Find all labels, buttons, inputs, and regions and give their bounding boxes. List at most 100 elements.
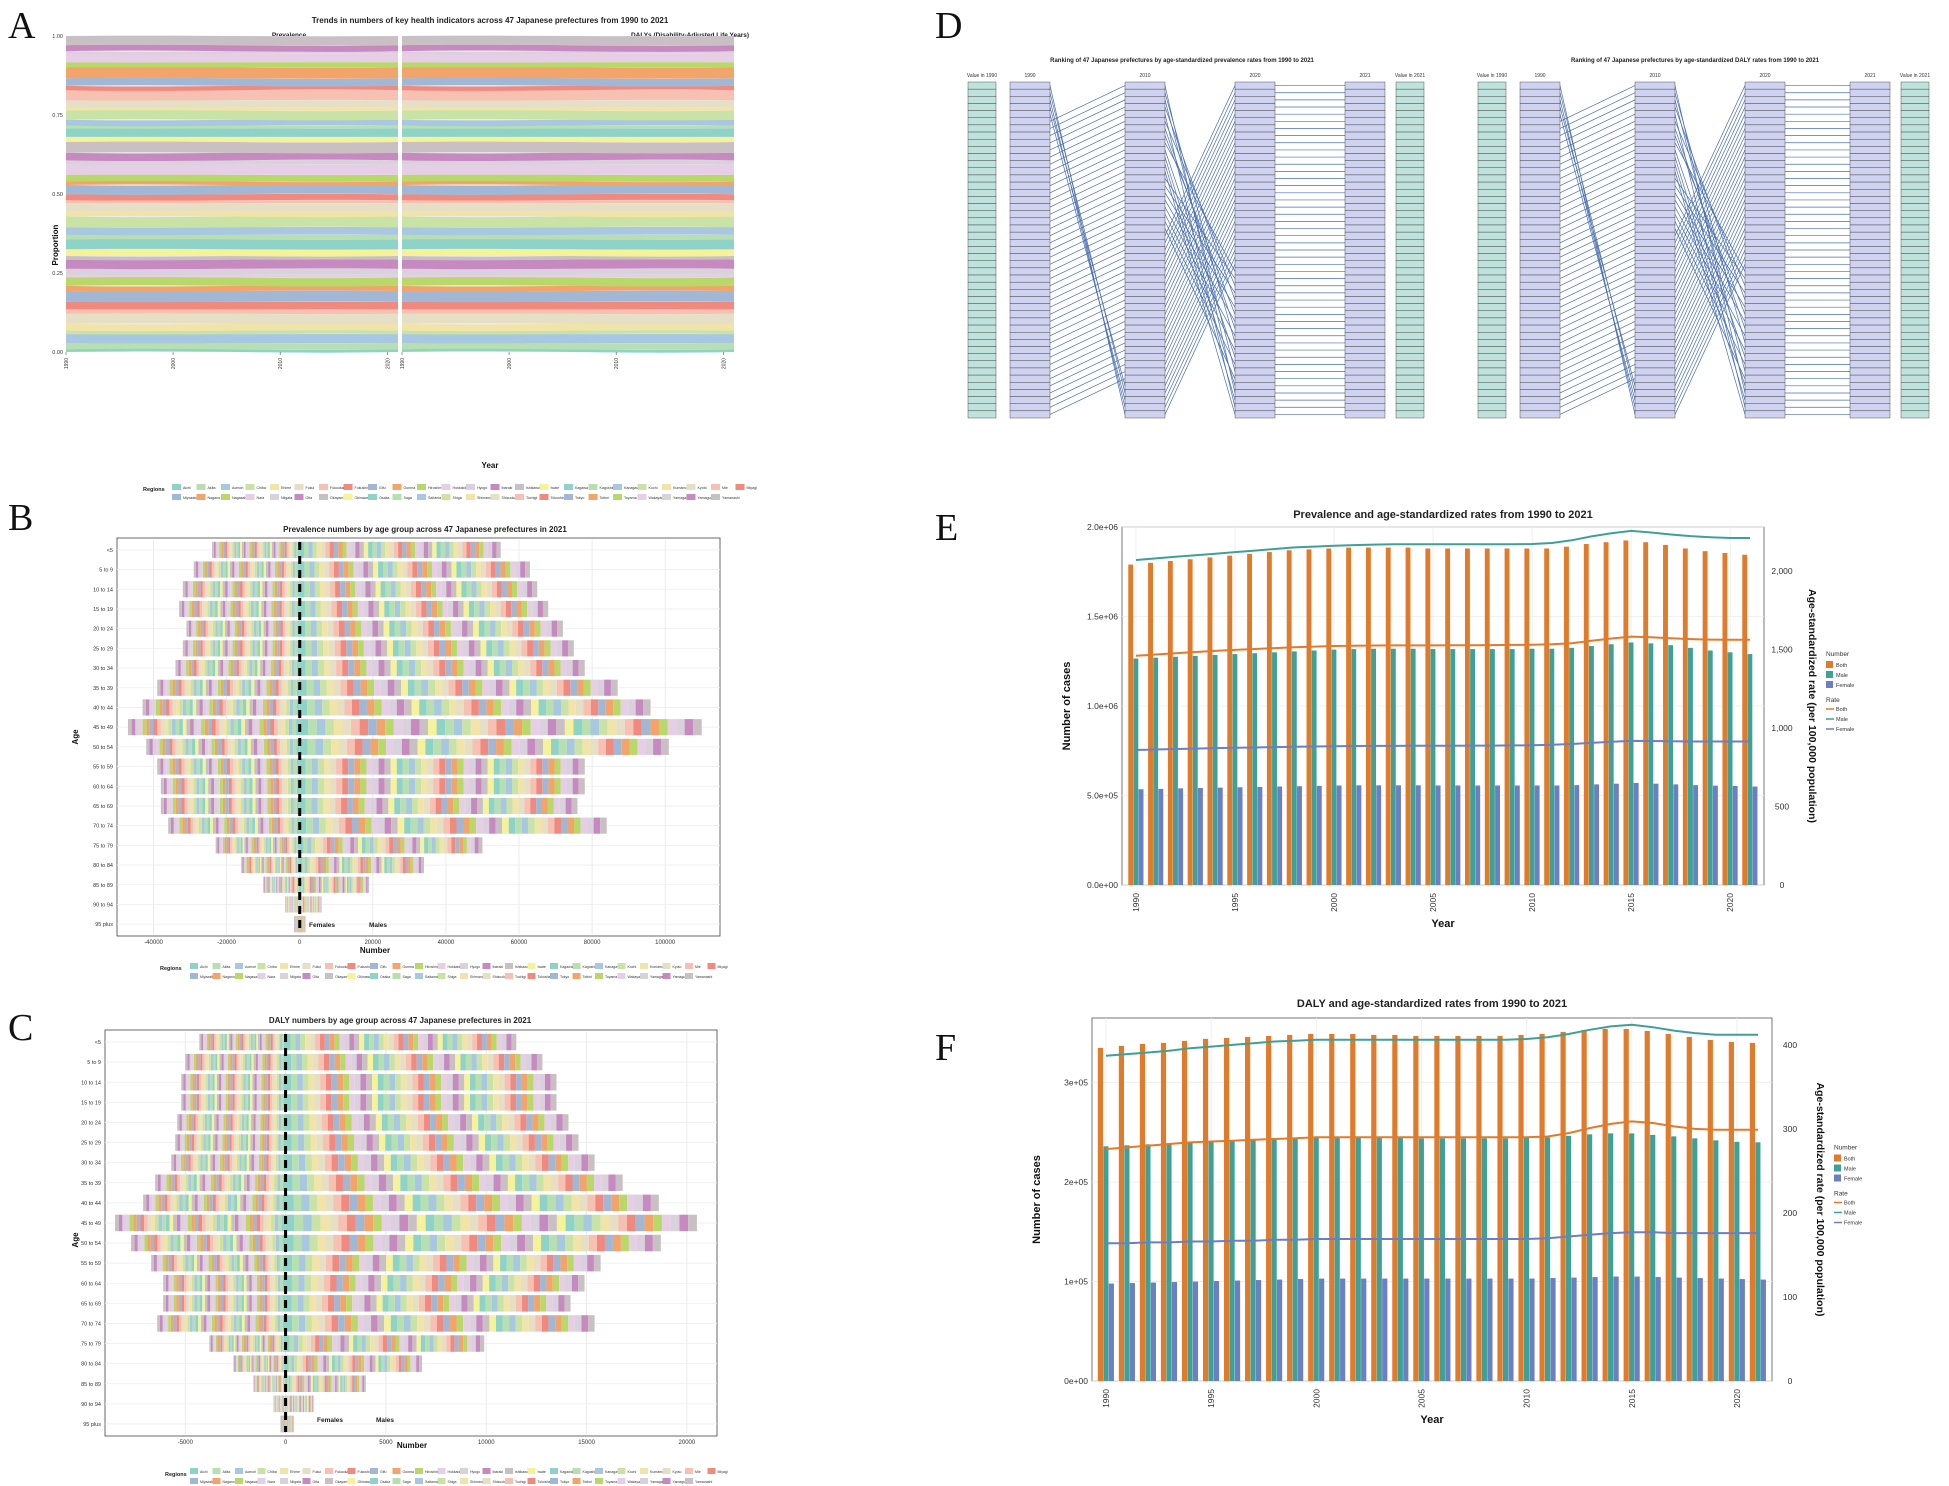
male-segment-nara xyxy=(431,561,437,578)
male-segment-okayama xyxy=(535,738,544,755)
female-segment-miyazaki xyxy=(235,600,239,618)
female-segment-nara xyxy=(209,1315,212,1332)
male-segment-yamanashi xyxy=(550,1094,557,1111)
value-cell xyxy=(1477,403,1507,412)
female-segment-nagano xyxy=(226,817,230,834)
male-segment-okayama xyxy=(449,1053,455,1071)
female-segment-akita xyxy=(283,1355,285,1372)
female-segment-hiroshima xyxy=(258,1154,262,1171)
area-band-hiroshima xyxy=(402,276,734,287)
female-segment-kochi xyxy=(254,561,257,578)
rank-connector xyxy=(1674,149,1746,301)
female-segment-ishikawa xyxy=(258,1033,260,1051)
female-segment-kagawa xyxy=(266,1355,268,1372)
female-segment-aichi xyxy=(297,600,300,618)
male-segment-ehime xyxy=(319,561,325,578)
value-cell xyxy=(967,210,997,219)
male-segment-nagano xyxy=(431,600,438,618)
male-segment-gunma xyxy=(344,1315,352,1332)
male-segment-kochi xyxy=(400,600,406,618)
male-segment-nara xyxy=(441,1094,447,1111)
female-segment-hokkaido xyxy=(258,1094,262,1111)
area-band-chiba xyxy=(402,330,734,335)
legend-label-nara: Nara xyxy=(268,1480,276,1484)
legend-swatch-ehime xyxy=(280,963,288,969)
male-segment-chiba xyxy=(307,856,311,874)
female-segment-kanagawa xyxy=(241,1114,245,1131)
female-segment-chiba xyxy=(285,719,289,736)
female-segment-yamaguchi xyxy=(178,659,181,677)
female-segment-tokushima xyxy=(203,620,206,637)
value-cell xyxy=(1395,274,1425,283)
legend-swatch-tottori xyxy=(588,494,598,500)
female-segment-nara xyxy=(266,1375,268,1392)
male-segment-nara xyxy=(363,1355,367,1372)
male-segment-tokushima xyxy=(633,719,642,736)
male-segment-toyama xyxy=(567,1254,574,1272)
female-segment-okayama xyxy=(216,1074,219,1091)
male-segment-oita xyxy=(476,1315,483,1332)
female-segment-shiga xyxy=(205,1074,208,1091)
male-segment-miyagi xyxy=(455,679,463,696)
male-segment-yamanashi xyxy=(496,541,501,558)
male-segment-osaka xyxy=(304,1395,306,1413)
rank-connector xyxy=(1559,221,1636,258)
rank-cell xyxy=(1519,174,1561,183)
female-segment-mie xyxy=(225,1295,229,1312)
female-segment-osaka xyxy=(220,620,223,637)
male-segment-tokyo xyxy=(523,620,530,637)
rank-connector xyxy=(1559,121,1636,158)
female-segment-ibaraki xyxy=(258,778,262,795)
male-segment-ibaraki xyxy=(372,620,379,637)
legend-label-osaka: Osaka xyxy=(380,1480,390,1484)
female-segment-kagoshima xyxy=(267,837,270,854)
female-segment-hokkaido xyxy=(278,837,281,854)
female-segment-kochi xyxy=(284,876,285,893)
female-segment-osaka xyxy=(215,600,218,618)
male-segment-iwate xyxy=(375,581,381,598)
female-segment-kochi xyxy=(249,640,253,657)
male-segment-hyogo xyxy=(358,1295,365,1312)
female-segment-kagawa xyxy=(247,1094,251,1111)
male-segment-nagano xyxy=(365,856,369,874)
female-segment-nagasaki xyxy=(219,797,223,815)
legend-label-niigata: Niigata xyxy=(290,1480,301,1484)
male-segment-shizuoka xyxy=(508,1114,515,1131)
female-segment-nara xyxy=(230,640,233,657)
male-segment-akita xyxy=(291,1134,299,1151)
female-segment-fukushima xyxy=(267,1114,270,1131)
legend-swatch-tottori xyxy=(572,973,581,979)
female-segment-tochigi xyxy=(174,1254,177,1272)
male-segment-fukuoka xyxy=(295,1375,298,1392)
value-cell xyxy=(1477,260,1507,269)
area-band-miyazaki xyxy=(402,184,734,195)
male-segment-mie xyxy=(443,1174,451,1191)
female-segment-saga xyxy=(223,561,226,578)
rank-connector xyxy=(1674,178,1746,329)
male-segment-tokyo xyxy=(528,1295,535,1312)
rank-connector xyxy=(1049,92,1126,394)
male-segment-osaka xyxy=(551,738,559,755)
female-segment-yamanashi xyxy=(157,679,161,696)
female-segment-niigata xyxy=(227,640,231,657)
female-segment-okayama xyxy=(216,1094,219,1111)
rank-cell xyxy=(1234,374,1276,383)
male-segment-toyama xyxy=(554,659,561,677)
male-segment-kumamoto xyxy=(444,1194,453,1212)
rank-cell xyxy=(1234,196,1276,204)
female-segment-toyama xyxy=(184,1134,187,1151)
male-segment-hyogo xyxy=(372,758,379,775)
female-segment-shizuoka xyxy=(204,1053,207,1071)
female-segment-saitama xyxy=(204,1114,208,1131)
female-segment-toyama xyxy=(173,1295,177,1312)
male-segment-toyama xyxy=(407,1355,411,1372)
legend-label-saitama: Saitama xyxy=(425,975,438,979)
male-segment-fukui xyxy=(337,699,345,716)
female-segment-wakayama xyxy=(183,659,187,677)
rank-cell xyxy=(1009,346,1051,354)
legend-label-kumamoto: Kumamoto xyxy=(650,965,667,969)
area-band-ibaraki xyxy=(66,259,398,270)
male-segment-ishikawa xyxy=(419,719,429,736)
female-segment-kumamoto xyxy=(262,837,264,854)
male-segment-osaka xyxy=(493,659,500,677)
